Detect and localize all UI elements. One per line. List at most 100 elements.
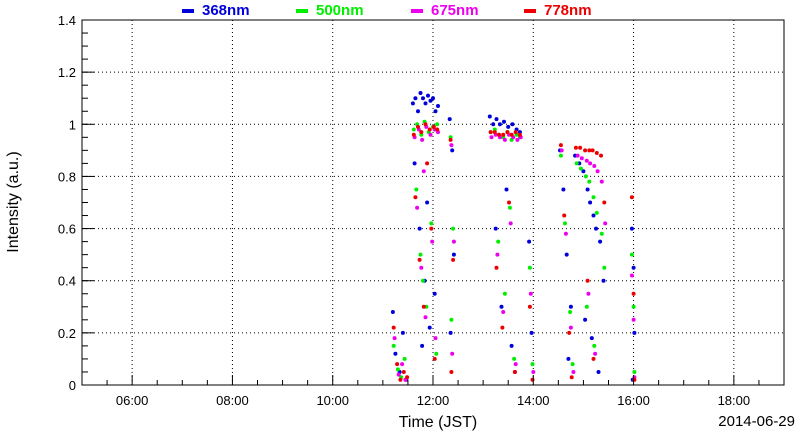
data-point — [599, 179, 604, 184]
data-point — [587, 148, 592, 153]
data-point — [575, 153, 580, 158]
data-point — [497, 122, 502, 127]
data-point — [632, 330, 637, 335]
data-point — [531, 370, 536, 374]
data-point — [590, 148, 595, 153]
data-point — [416, 109, 420, 114]
data-point — [451, 252, 456, 257]
data-point — [415, 205, 420, 210]
legend-marker — [182, 9, 194, 13]
y-tick-label: 0.6 — [58, 222, 76, 237]
grid — [82, 20, 784, 385]
x-tick-label: 06:00 — [116, 393, 149, 408]
data-point — [568, 325, 573, 330]
data-point — [591, 213, 596, 218]
data-point — [418, 252, 423, 257]
data-point — [631, 291, 636, 296]
data-point — [591, 195, 596, 200]
data-point — [527, 239, 532, 244]
data-point — [564, 252, 569, 257]
data-point — [412, 161, 417, 166]
data-point — [433, 109, 438, 114]
data-point — [411, 132, 416, 137]
data-point — [584, 304, 589, 309]
data-point — [509, 132, 514, 137]
series-778nm — [391, 122, 637, 382]
data-point — [421, 169, 426, 174]
data-point — [400, 362, 405, 367]
data-point — [583, 148, 588, 153]
data-point — [433, 336, 438, 341]
legend-label: 675nm — [431, 2, 479, 19]
data-point — [588, 161, 593, 166]
data-point — [505, 130, 510, 135]
data-point — [417, 257, 422, 262]
data-point — [449, 370, 454, 374]
data-point — [494, 117, 499, 122]
data-point — [592, 164, 597, 168]
data-point — [594, 151, 599, 155]
data-point — [496, 239, 501, 244]
data-point — [427, 127, 432, 132]
data-point — [513, 130, 518, 135]
data-point — [570, 362, 575, 367]
data-point — [507, 200, 511, 205]
data-point — [629, 273, 634, 278]
data-point — [530, 377, 535, 382]
data-point — [595, 169, 600, 174]
data-point — [567, 330, 572, 335]
data-point — [512, 356, 517, 361]
data-point — [493, 226, 498, 231]
data-point — [447, 117, 452, 122]
axes: 06:00 08:00 10:00 12:00 14:00 16:00 18:00 0 0.2 0… — [58, 13, 760, 408]
data-point — [527, 265, 532, 270]
y-tick-label: 0.8 — [58, 169, 76, 184]
data-point — [599, 231, 604, 236]
data-point — [558, 143, 563, 148]
data-point — [561, 187, 566, 192]
data-point — [581, 169, 586, 174]
y-tick-label: 0.4 — [58, 274, 76, 289]
data-point — [395, 362, 400, 367]
data-point — [431, 96, 435, 101]
y-tick-label: 1.4 — [58, 13, 76, 28]
data-point — [428, 132, 433, 137]
data-point — [631, 304, 636, 309]
data-point — [632, 377, 637, 382]
data-point — [515, 137, 520, 142]
series-500nm — [391, 119, 637, 380]
data-point — [599, 153, 603, 158]
data-point — [451, 257, 456, 262]
data-point — [419, 130, 424, 135]
data-point — [451, 226, 456, 231]
data-point — [591, 356, 596, 361]
data-point — [448, 330, 453, 335]
data-point — [507, 205, 512, 210]
data-point — [431, 124, 436, 129]
y-tick-label: 1.2 — [58, 65, 76, 80]
data-point — [563, 221, 567, 226]
legend-label: 368nm — [202, 2, 250, 19]
data-point — [489, 135, 494, 140]
data-point — [502, 291, 507, 296]
data-point — [391, 343, 396, 348]
data-point — [583, 174, 588, 179]
y-axis-title: Intensity (a.u.) — [5, 151, 22, 252]
data-point — [528, 291, 533, 296]
data-point — [559, 148, 564, 153]
data-point — [569, 375, 574, 380]
data-point — [517, 132, 522, 137]
data-point — [426, 93, 430, 98]
data-point — [401, 370, 406, 374]
data-point — [579, 156, 584, 161]
data-point — [413, 195, 418, 200]
legend-marker — [411, 9, 423, 13]
data-point — [573, 145, 578, 150]
data-point — [487, 114, 492, 119]
legend-marker — [524, 9, 536, 13]
data-point — [494, 265, 499, 270]
data-point — [423, 315, 428, 320]
data-point — [449, 317, 454, 322]
